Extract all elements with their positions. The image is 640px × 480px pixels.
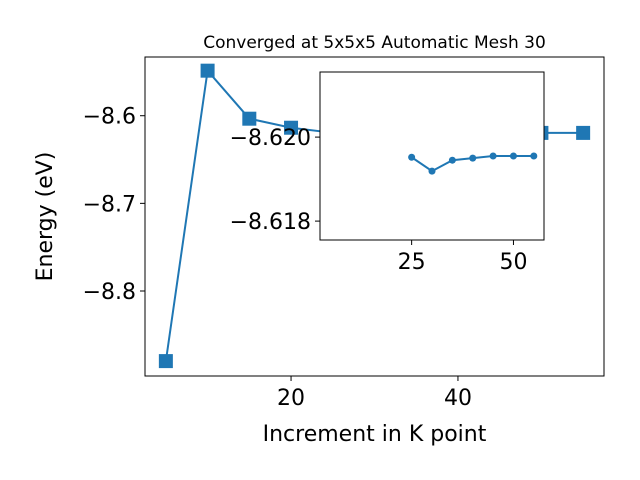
series	[408, 152, 538, 175]
y-tick-label: −8.6	[83, 105, 136, 130]
x-tick-label: 50	[499, 250, 527, 275]
marker	[576, 125, 591, 140]
marker	[469, 154, 477, 162]
frame	[319, 71, 545, 241]
marker	[158, 354, 173, 369]
y-tick-label: −8.8	[83, 280, 136, 305]
y-tick-label: −8.620	[230, 126, 311, 151]
frame	[144, 56, 605, 377]
y-tick-label: −8.7	[83, 192, 136, 217]
x-tick-label: 40	[444, 386, 472, 411]
y-tick-label: −8.618	[230, 210, 311, 235]
marker	[428, 167, 436, 175]
marker	[284, 120, 299, 135]
marker	[242, 111, 257, 126]
x-axis-label: Increment in K point	[263, 422, 487, 447]
axes: 25 50 −8.620 −8.618	[230, 71, 545, 275]
y-axis-label: Energy (eV)	[33, 152, 58, 282]
marker	[530, 152, 538, 160]
marker	[448, 156, 456, 164]
marker	[509, 152, 517, 160]
x-tick-label: 25	[398, 250, 426, 275]
marker	[200, 63, 215, 78]
chart-title: Converged at 5x5x5 Automatic Mesh 30	[203, 33, 546, 53]
x-tick-label: 20	[277, 386, 305, 411]
marker	[408, 153, 416, 161]
marker	[489, 152, 497, 160]
